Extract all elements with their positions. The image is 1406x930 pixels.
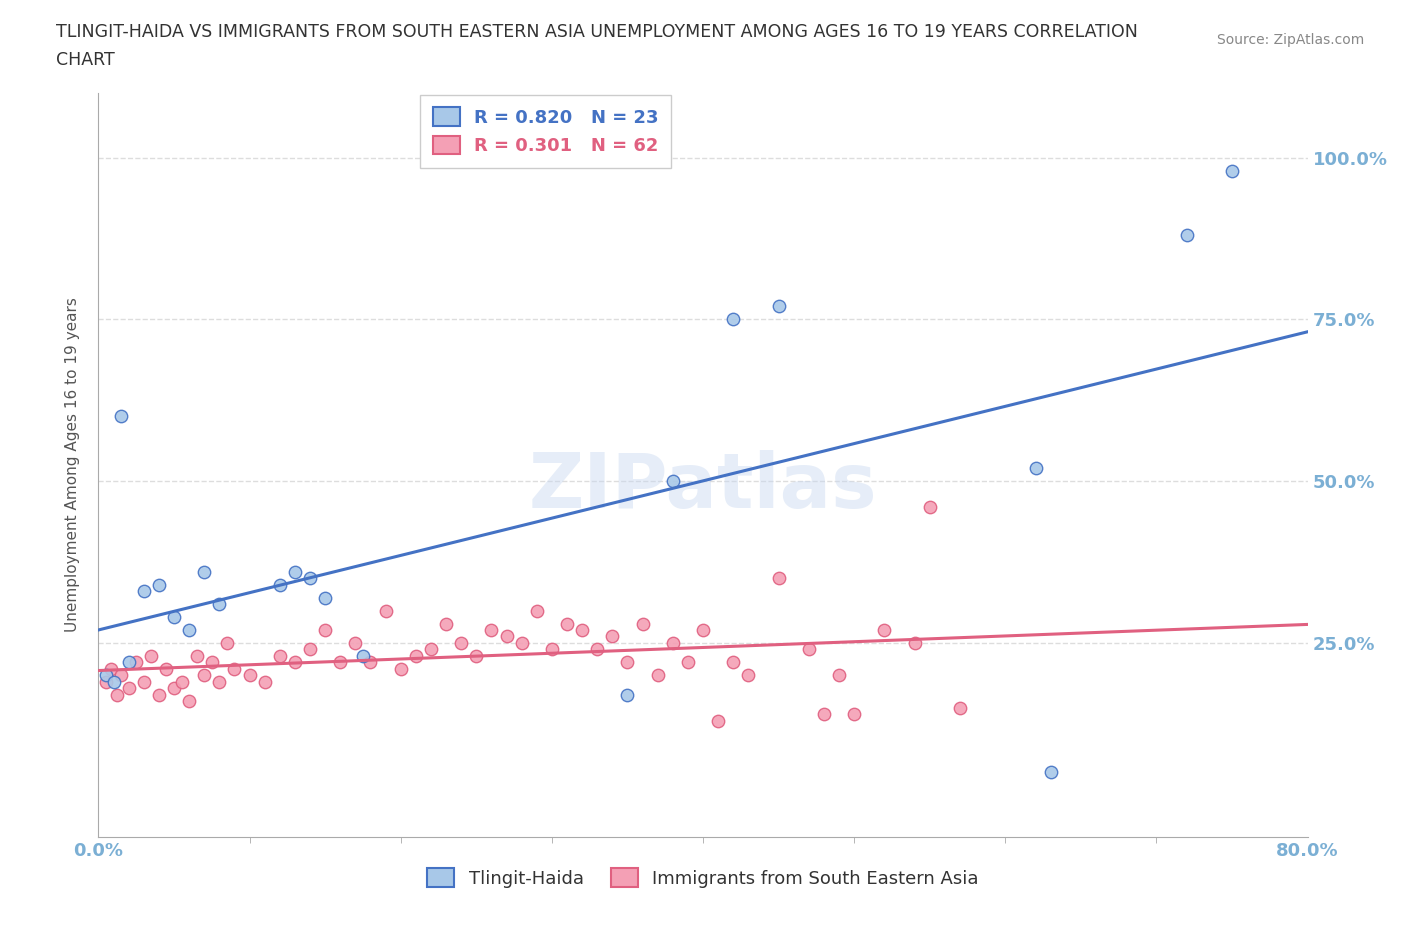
Point <box>707 713 730 728</box>
Point <box>420 642 443 657</box>
Point <box>540 642 562 657</box>
Point <box>155 661 177 676</box>
Point <box>239 668 262 683</box>
Point <box>631 616 654 631</box>
Point <box>676 655 699 670</box>
Point <box>1220 163 1243 178</box>
Point <box>737 668 759 683</box>
Point <box>299 571 322 586</box>
Point <box>132 674 155 689</box>
Point <box>170 674 193 689</box>
Point <box>918 499 941 514</box>
Point <box>94 668 117 683</box>
Point <box>873 622 896 637</box>
Point <box>616 655 638 670</box>
Point <box>828 668 851 683</box>
Point <box>125 655 148 670</box>
Point <box>179 694 201 709</box>
Point <box>768 571 790 586</box>
Point <box>215 635 238 650</box>
Point <box>163 609 186 624</box>
Point <box>118 655 141 670</box>
Point <box>344 635 367 650</box>
Point <box>374 604 396 618</box>
Point <box>450 635 472 650</box>
Legend: Tlingit-Haida, Immigrants from South Eastern Asia: Tlingit-Haida, Immigrants from South Eas… <box>420 861 986 895</box>
Point <box>405 648 427 663</box>
Y-axis label: Unemployment Among Ages 16 to 19 years: Unemployment Among Ages 16 to 19 years <box>65 298 80 632</box>
Point <box>510 635 533 650</box>
Point <box>186 648 208 663</box>
Point <box>179 622 201 637</box>
Text: CHART: CHART <box>56 51 115 69</box>
Point <box>1175 228 1198 243</box>
Point <box>797 642 820 657</box>
Point <box>110 409 132 424</box>
Text: ZIPatlas: ZIPatlas <box>529 450 877 525</box>
Point <box>586 642 609 657</box>
Point <box>768 299 790 314</box>
Point <box>224 661 246 676</box>
Point <box>193 668 215 683</box>
Point <box>193 565 215 579</box>
Point <box>1039 764 1062 779</box>
Point <box>1024 460 1046 475</box>
Point <box>949 700 972 715</box>
Point <box>495 629 517 644</box>
Point <box>201 655 224 670</box>
Point <box>481 622 503 637</box>
Point <box>118 681 141 696</box>
Point <box>329 655 352 670</box>
Point <box>813 707 835 722</box>
Text: Source: ZipAtlas.com: Source: ZipAtlas.com <box>1216 33 1364 46</box>
Point <box>284 655 307 670</box>
Point <box>284 565 307 579</box>
Point <box>904 635 927 650</box>
Point <box>253 674 276 689</box>
Point <box>360 655 382 670</box>
Point <box>723 655 745 670</box>
Point <box>110 668 132 683</box>
Point <box>94 674 117 689</box>
Point <box>555 616 578 631</box>
Point <box>269 648 291 663</box>
Point <box>602 629 624 644</box>
Point <box>148 578 170 592</box>
Point <box>723 312 745 326</box>
Point <box>616 687 638 702</box>
Point <box>208 674 231 689</box>
Point <box>269 578 291 592</box>
Point <box>314 622 336 637</box>
Point <box>465 648 488 663</box>
Point <box>314 591 336 605</box>
Point <box>105 687 128 702</box>
Point <box>352 648 374 663</box>
Point <box>208 597 231 612</box>
Point <box>299 642 322 657</box>
Point <box>389 661 412 676</box>
Point <box>692 622 714 637</box>
Point <box>571 622 593 637</box>
Point <box>844 707 866 722</box>
Point <box>434 616 457 631</box>
Point <box>647 668 669 683</box>
Point <box>148 687 170 702</box>
Point <box>163 681 186 696</box>
Text: TLINGIT-HAIDA VS IMMIGRANTS FROM SOUTH EASTERN ASIA UNEMPLOYMENT AMONG AGES 16 T: TLINGIT-HAIDA VS IMMIGRANTS FROM SOUTH E… <box>56 23 1137 41</box>
Point <box>132 584 155 599</box>
Point <box>661 635 683 650</box>
Point <box>661 473 683 488</box>
Point <box>141 648 163 663</box>
Point <box>100 661 122 676</box>
Point <box>526 604 548 618</box>
Point <box>103 674 125 689</box>
